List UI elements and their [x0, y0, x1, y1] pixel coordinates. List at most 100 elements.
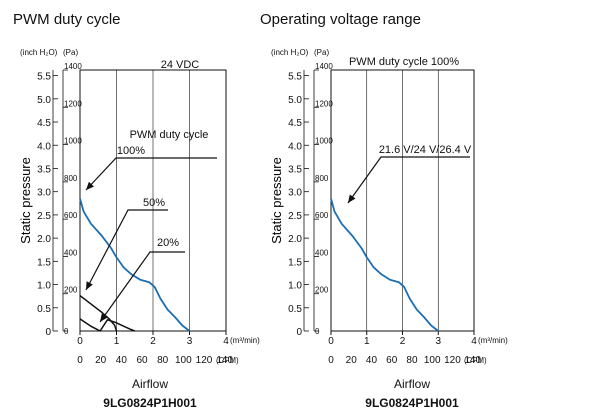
leader-line-left: [99, 251, 185, 323]
y-tick-label-pa-right: 600: [315, 211, 329, 220]
x-tick-label-m3min-left: 0: [77, 336, 83, 347]
y-tick-label-inch-right: 0.5: [288, 304, 302, 315]
x-tick-label-m3min-right: 4: [471, 336, 477, 347]
y-tick-label-inch-right: 3.5: [288, 164, 302, 175]
y-unit-pa-right: (Pa): [314, 48, 329, 57]
y-tick-label-pa-right: 0: [315, 327, 320, 336]
y-tick-label-pa-right: 1400: [315, 62, 333, 71]
x-tick-label-cfm-right: 140: [464, 355, 481, 366]
annotation-left: 50%: [143, 197, 165, 209]
y-tick-label-inch-right: 3.0: [288, 188, 302, 199]
chart-title-right: Operating voltage range: [260, 11, 421, 28]
y-tick-label-inch-left: 4.0: [37, 141, 51, 152]
y-tick-label-pa-right: 200: [315, 286, 329, 295]
x-tick-label-m3min-left: 4: [223, 336, 229, 347]
y-unit-pa-left: (Pa): [63, 48, 78, 57]
y-axis-title-right: Static pressure: [269, 157, 284, 244]
x-tick-label-m3min-left: 2: [150, 336, 156, 347]
x-tick-label-m3min-right: 0: [328, 336, 334, 347]
x-tick-label-m3min-right: 2: [400, 336, 406, 347]
x-unit-cfm-left: (CFM): [216, 356, 239, 365]
x-tick-label-cfm-right: 120: [444, 355, 461, 366]
x-unit-m3min-left: (m³/min): [230, 336, 260, 345]
x-tick-label-cfm-left: 60: [136, 355, 148, 366]
x-tick-label-cfm-right: 80: [406, 355, 418, 366]
leader-arrowhead-left: [86, 181, 94, 190]
x-tick-label-m3min-right: 1: [364, 336, 370, 347]
y-tick-label-pa-right: 800: [315, 174, 329, 183]
x-tick-label-m3min-left: 1: [114, 336, 120, 347]
x-tick-label-cfm-left: 120: [196, 355, 213, 366]
annotation-left: PWM duty cycle: [130, 129, 209, 141]
x-tick-label-m3min-right: 3: [435, 336, 441, 347]
x-tick-label-cfm-left: 140: [216, 355, 233, 366]
y-tick-label-inch-right: 4.0: [288, 141, 302, 152]
y-unit-inch-right: (inch H₂O): [271, 48, 309, 57]
annotation-right: PWM duty cycle 100%: [349, 56, 459, 68]
y-tick-label-pa-left: 800: [64, 174, 78, 183]
y-tick-label-pa-right: 400: [315, 248, 329, 257]
x-tick-label-cfm-left: 20: [95, 355, 107, 366]
x-tick-label-cfm-left: 80: [157, 355, 169, 366]
x-tick-label-cfm-left: 100: [175, 355, 192, 366]
x-tick-label-m3min-left: 3: [187, 336, 193, 347]
y-tick-label-pa-right: 1200: [315, 99, 333, 108]
annotation-left: 100%: [117, 145, 145, 157]
y-tick-label-pa-left: 200: [64, 286, 78, 295]
y-tick-label-inch-left: 2.0: [37, 234, 51, 245]
annotation-right: 21.6 V/24 V/26.4 V: [379, 144, 472, 156]
y-tick-label-inch-left: 3.0: [37, 188, 51, 199]
y-tick-label-inch-right: 1.0: [288, 281, 302, 292]
x-tick-label-cfm-left: 40: [116, 355, 128, 366]
y-unit-inch-left: (inch H₂O): [20, 48, 58, 57]
y-tick-label-inch-right: 5.5: [288, 72, 302, 83]
y-tick-label-inch-left: 2.5: [37, 211, 51, 222]
leader-arrowhead-left: [100, 313, 108, 322]
y-tick-label-pa-left: 1400: [64, 62, 82, 71]
x-unit-cfm-right: (CFM): [464, 356, 487, 365]
leader-arrowhead-left: [86, 281, 93, 290]
x-tick-label-cfm-right: 0: [328, 355, 334, 366]
x-tick-label-cfm-right: 100: [424, 355, 441, 366]
leader-line-left: [85, 157, 217, 191]
y-tick-label-inch-left: 1.5: [37, 257, 51, 268]
y-tick-label-inch-right: 4.5: [288, 118, 302, 129]
y-tick-label-inch-left: 0: [45, 327, 51, 338]
model-label-right: 9LG0824P1H001: [365, 396, 459, 410]
annotation-left: 24 VDC: [161, 59, 200, 71]
y-tick-label-pa-left: 0: [64, 327, 69, 336]
chart-title-left: PWM duty cycle: [13, 11, 121, 28]
y-tick-label-inch-left: 1.0: [37, 281, 51, 292]
x-tick-label-cfm-right: 20: [346, 355, 358, 366]
y-tick-label-inch-left: 5.5: [37, 72, 51, 83]
leader-line-right: [347, 156, 470, 204]
y-tick-label-inch-right: 2.0: [288, 234, 302, 245]
x-tick-label-cfm-right: 40: [366, 355, 378, 366]
y-tick-label-inch-right: 0: [296, 327, 302, 338]
y-tick-label-pa-left: 600: [64, 211, 78, 220]
model-label-left: 9LG0824P1H001: [103, 396, 197, 410]
y-tick-label-inch-right: 1.5: [288, 257, 302, 268]
y-tick-label-inch-left: 4.5: [37, 118, 51, 129]
x-axis-title-left: Airflow: [131, 377, 168, 391]
y-tick-label-pa-left: 1200: [64, 99, 82, 108]
y-tick-label-inch-left: 0.5: [37, 304, 51, 315]
y-tick-label-inch-left: 3.5: [37, 164, 51, 175]
annotation-left: 20%: [157, 237, 179, 249]
leader-arrowhead-right: [348, 194, 356, 203]
series-line-left-2: [79, 295, 118, 332]
series-line-right-1: [330, 198, 439, 332]
series-line-left-3: [79, 318, 136, 332]
leader-line-left: [85, 209, 168, 291]
x-tick-label-cfm-left: 0: [77, 355, 83, 366]
x-axis-title-right: Airflow: [393, 377, 430, 391]
y-tick-label-inch-right: 2.5: [288, 211, 302, 222]
y-axis-title-left: Static pressure: [18, 157, 33, 244]
y-tick-label-pa-left: 1000: [64, 137, 82, 146]
y-tick-label-inch-right: 5.0: [288, 95, 302, 106]
y-tick-label-inch-left: 5.0: [37, 95, 51, 106]
series-line-left-1: [79, 198, 191, 332]
x-unit-m3min-right: (m³/min): [478, 336, 508, 345]
y-tick-label-pa-right: 1000: [315, 137, 333, 146]
x-tick-label-cfm-right: 60: [386, 355, 398, 366]
